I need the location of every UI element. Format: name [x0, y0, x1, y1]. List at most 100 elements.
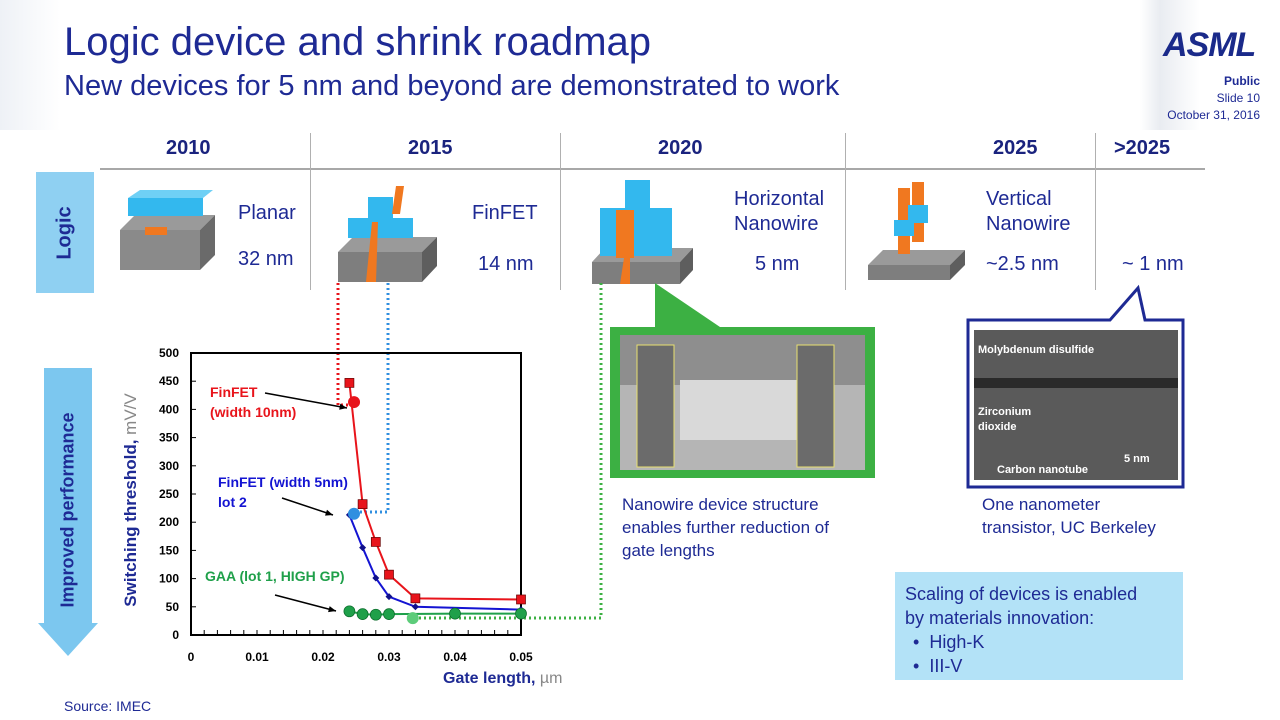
annotation-finfet-5nm: FinFET (width 5nm) lot 2	[218, 474, 348, 510]
nanowire-caption: Nanowire device structure enables furthe…	[622, 493, 829, 562]
data-point	[383, 608, 395, 620]
y-tick-label: 450	[159, 374, 179, 388]
column-divider	[845, 133, 846, 290]
classification-label: Public	[1223, 74, 1260, 88]
year-2010: 2010	[166, 137, 211, 159]
series-line-0	[348, 382, 522, 601]
caption-line: gate lengths	[622, 541, 715, 560]
x-tick-label: 0.04	[443, 650, 467, 664]
annotation-arrow	[264, 392, 348, 409]
device-name-finfet: FinFET	[472, 202, 538, 224]
arrowhead-icon	[328, 606, 336, 613]
caption-line: One nanometer	[982, 495, 1101, 514]
y-tick-label: 300	[159, 459, 179, 473]
page-title: Logic device and shrink roadmap	[64, 20, 652, 64]
vertical-nanowire-device-illustration	[868, 182, 965, 280]
bullet-icon: •	[913, 632, 920, 652]
y-tick-label: 350	[159, 431, 179, 445]
connector-red-dotted	[336, 283, 352, 407]
device-node-hnw: 5 nm	[755, 253, 800, 275]
arrowhead-icon	[339, 403, 347, 410]
y-tick-label: 500	[159, 346, 179, 360]
column-divider	[1095, 133, 1096, 290]
x-axis-label: Gate length, µm	[443, 670, 563, 687]
device-name-vnw-1: Vertical	[986, 188, 1052, 210]
annotation-arrow	[274, 594, 337, 612]
device-node-planar: 32 nm	[238, 248, 294, 270]
label-scale: 5 nm	[1124, 453, 1150, 465]
y-tick-label: 400	[159, 402, 179, 416]
year-beyond-2025: >2025	[1114, 137, 1171, 159]
x-tick-label: 0.03	[377, 650, 401, 664]
highlight-point	[406, 612, 419, 625]
data-point	[411, 603, 419, 611]
horizontal-nanowire-device-illustration	[592, 180, 693, 284]
x-tick-label: 0.05	[509, 650, 533, 664]
data-point	[370, 537, 381, 547]
data-point	[344, 378, 355, 388]
planar-device-illustration	[120, 190, 215, 270]
connector-green-dotted	[414, 283, 603, 620]
device-name-hnw-1: Horizontal	[734, 188, 825, 210]
y-tick-label: 100	[159, 572, 179, 586]
data-point	[449, 607, 461, 620]
label-cnt: Carbon nanotube	[997, 464, 1089, 476]
year-2020: 2020	[658, 137, 703, 159]
bullet-text: III-V	[929, 656, 963, 676]
data-point	[369, 608, 382, 621]
y-tick-label: 200	[159, 515, 179, 529]
column-divider	[310, 133, 311, 290]
label-zro2-1: Zirconium	[978, 406, 1032, 418]
nanowire-callout-pointer	[655, 283, 720, 327]
bullet-item: • III-V	[905, 654, 1173, 678]
caption-line: Nanowire device structure	[622, 495, 819, 514]
y-tick-label: 50	[166, 600, 180, 614]
x-tick-label: 0.02	[311, 650, 335, 664]
y-tick-label: 250	[159, 487, 179, 501]
y-tick-label: 150	[159, 543, 179, 557]
data-point	[359, 544, 367, 552]
bullet-text: High-K	[929, 632, 985, 652]
highlight-point	[348, 507, 361, 520]
data-point	[357, 499, 368, 510]
column-divider	[560, 133, 561, 290]
data-point	[343, 605, 356, 618]
connector-blue-dotted	[356, 283, 390, 514]
year-2015: 2015	[408, 137, 453, 159]
bullet-item: • High-K	[905, 630, 1173, 654]
label-mos2: Molybdenum disulfide	[978, 344, 1095, 356]
asml-logo: ASML	[1163, 26, 1256, 64]
info-text: by materials innovation:	[905, 608, 1095, 628]
nanowire-tem-image	[610, 327, 875, 478]
device-name-planar: Planar	[238, 202, 296, 224]
device-node-finfet: 14 nm	[478, 253, 534, 275]
materials-info-box: Scaling of devices is enabled by materia…	[895, 572, 1183, 680]
background-decoration	[0, 0, 1280, 130]
x-tick-label: 0	[188, 650, 195, 664]
caption-line: enables further reduction of	[622, 518, 829, 537]
data-point	[356, 608, 369, 620]
slide-number: Slide 10	[1216, 91, 1260, 105]
page-subtitle: New devices for 5 nm and beyond are demo…	[64, 70, 840, 102]
data-point	[516, 594, 526, 605]
source-note: Source: IMEC	[64, 698, 152, 714]
caption-line: transistor, UC Berkeley	[982, 518, 1156, 537]
header-divider	[100, 168, 1205, 170]
highlight-point	[348, 396, 361, 409]
device-node-1nm: ~ 1 nm	[1122, 253, 1184, 275]
series-line-1	[348, 514, 522, 611]
device-name-hnw-2: Nanowire	[734, 213, 819, 235]
bullet-icon: •	[913, 656, 920, 676]
data-point	[410, 593, 421, 604]
x-tick-label: 0.01	[245, 650, 269, 664]
device-node-vnw: ~2.5 nm	[986, 253, 1059, 275]
annotation-arrow	[281, 497, 334, 516]
year-2025: 2025	[993, 137, 1038, 159]
y-tick-label: 0	[172, 628, 179, 642]
down-arrow-icon	[38, 368, 98, 656]
berkeley-tem-image	[966, 284, 1185, 489]
data-point	[372, 574, 380, 582]
y-axis-label: Switching threshold, mV/V	[121, 393, 140, 607]
